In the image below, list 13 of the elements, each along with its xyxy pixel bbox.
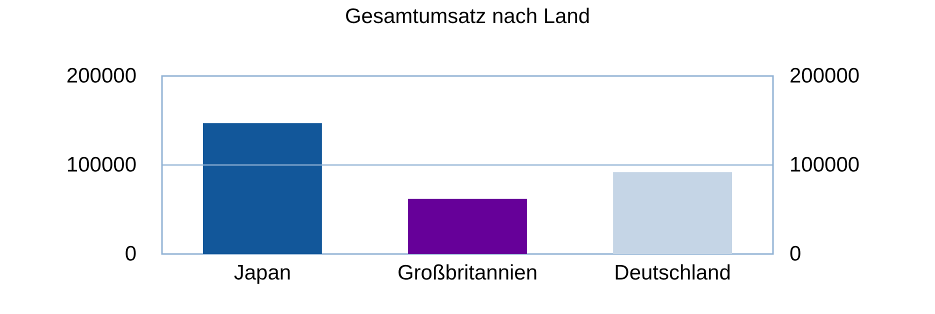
y2-tick-label: 100000 <box>790 154 860 176</box>
bar <box>613 172 732 254</box>
y-tick-label: 0 <box>124 242 136 266</box>
y2-tick-label: 0 <box>790 242 802 266</box>
y-tick-label: 100000 <box>66 154 136 176</box>
bar <box>203 123 322 254</box>
chart-title: Gesamtumsatz nach Land <box>344 5 590 28</box>
x-tick-label: Japan <box>234 262 292 284</box>
bar <box>408 198 527 254</box>
y2-tick-label: 200000 <box>790 64 860 88</box>
y-tick-label: 200000 <box>66 64 136 88</box>
x-tick-label: Großbritannien <box>397 262 538 284</box>
x-tick-label: Deutschland <box>614 262 731 284</box>
